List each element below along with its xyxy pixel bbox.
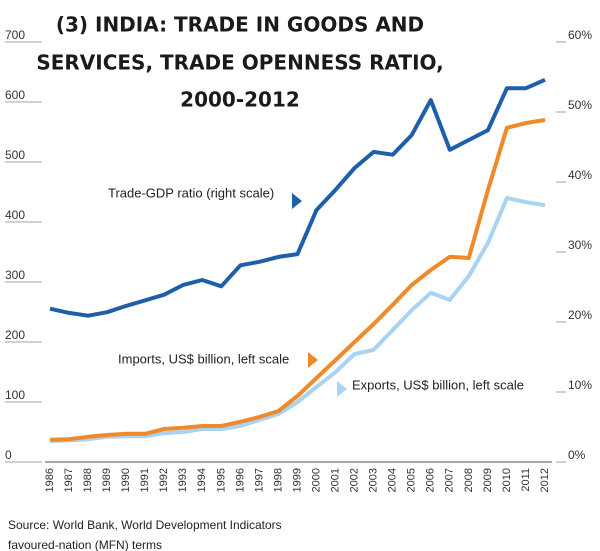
x-tick-label: 1999 bbox=[291, 468, 303, 492]
y2-tick-label: 20% bbox=[568, 308, 592, 322]
x-tick-label: 1995 bbox=[215, 468, 227, 492]
x-tick-label: 2002 bbox=[349, 468, 361, 492]
chart-title: 2000-2012 bbox=[180, 88, 300, 112]
annotation-arrow bbox=[292, 193, 302, 209]
y-tick-label: 700 bbox=[5, 28, 25, 42]
x-tick-label: 1991 bbox=[139, 468, 151, 492]
y-tick-label: 400 bbox=[5, 208, 25, 222]
y-tick-label: 100 bbox=[5, 388, 25, 402]
y2-tick-label: 50% bbox=[568, 98, 592, 112]
x-tick-label: 1990 bbox=[120, 468, 132, 492]
chart-title: SERVICES, TRADE OPENNESS RATIO, bbox=[36, 51, 443, 75]
x-tick-label: 2012 bbox=[539, 468, 551, 492]
x-tick-label: 2001 bbox=[329, 468, 341, 492]
source: Source: World Bank, World Development In… bbox=[8, 518, 282, 532]
annotation: Trade-GDP ratio (right scale) bbox=[108, 185, 274, 200]
x-tick-label: 2000 bbox=[310, 468, 322, 492]
series-line bbox=[49, 196, 546, 443]
y2-tick-label: 0% bbox=[568, 448, 586, 462]
y-tick-label: 300 bbox=[5, 268, 25, 282]
x-tick-label: 2009 bbox=[482, 468, 494, 492]
footer-fragment: favoured-nation (MFN) terms bbox=[8, 538, 162, 551]
x-tick-label: 2010 bbox=[501, 468, 513, 492]
x-tick-label: 2011 bbox=[520, 468, 532, 492]
x-tick-label: 1998 bbox=[272, 468, 284, 492]
y2-tick-label: 30% bbox=[568, 238, 592, 252]
x-tick-label: 1989 bbox=[101, 468, 113, 492]
x-tick-label: 1986 bbox=[44, 468, 56, 492]
x-tick-label: 2007 bbox=[444, 468, 456, 492]
annotation: Exports, US$ billion, left scale bbox=[352, 377, 524, 392]
annotation-arrow bbox=[337, 381, 347, 397]
y-tick-label: 200 bbox=[5, 328, 25, 342]
x-tick-label: 1996 bbox=[234, 468, 246, 492]
chart-title: (3) INDIA: TRADE IN GOODS AND bbox=[56, 13, 424, 37]
x-tick-label: 2004 bbox=[387, 468, 399, 492]
y2-tick-label: 40% bbox=[568, 168, 592, 182]
x-tick-label: 1993 bbox=[177, 468, 189, 492]
x-tick-label: 2005 bbox=[406, 468, 418, 492]
annotation: Imports, US$ billion, left scale bbox=[118, 351, 289, 366]
x-tick-label: 2003 bbox=[368, 468, 380, 492]
series-line bbox=[49, 118, 546, 442]
y2-tick-label: 60% bbox=[568, 28, 592, 42]
annotation-arrow bbox=[308, 352, 318, 368]
y2-tick-label: 10% bbox=[568, 378, 592, 392]
x-tick-label: 1992 bbox=[158, 468, 170, 492]
x-tick-label: 1988 bbox=[82, 468, 94, 492]
x-tick-label: 1997 bbox=[253, 468, 265, 492]
y-tick-label: 600 bbox=[5, 88, 25, 102]
x-tick-label: 1987 bbox=[63, 468, 75, 492]
series-line bbox=[49, 77, 546, 318]
x-tick-label: 2006 bbox=[425, 468, 437, 492]
x-tick-label: 2008 bbox=[463, 468, 475, 492]
x-tick-label: 1994 bbox=[196, 468, 208, 492]
y-tick-label: 0 bbox=[5, 448, 12, 462]
y-tick-label: 500 bbox=[5, 148, 25, 162]
